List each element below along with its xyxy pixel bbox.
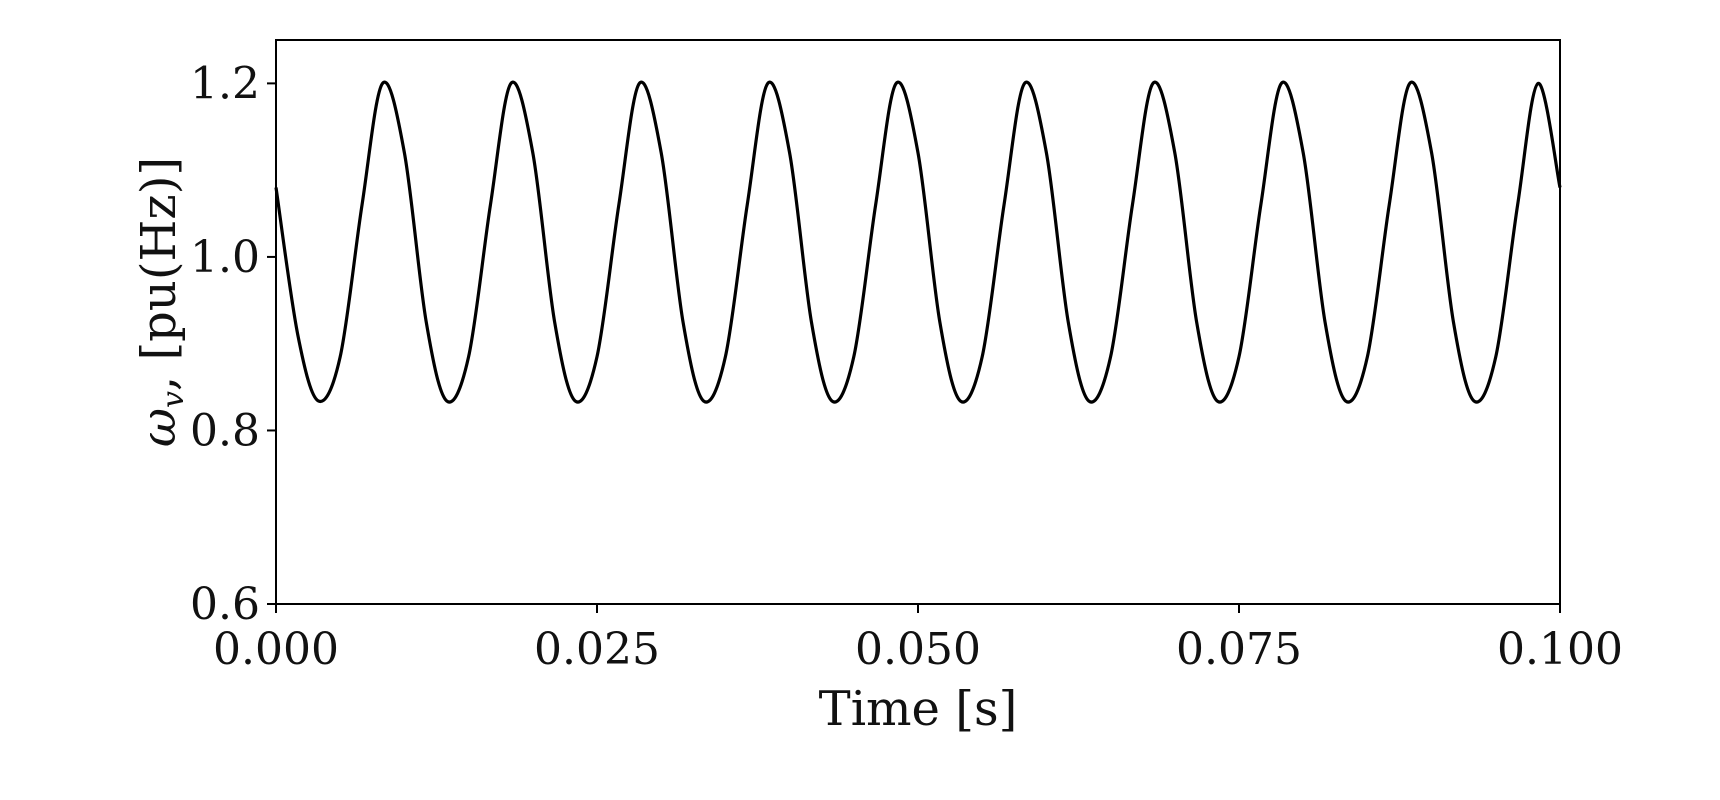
x-tick-label: 0.025 bbox=[534, 624, 660, 675]
y-tick-label: 0.6 bbox=[190, 579, 260, 630]
axes-box bbox=[275, 39, 1561, 605]
series-group bbox=[274, 80, 1562, 404]
y-tick-label: 1.2 bbox=[190, 58, 260, 109]
y-tick-label: 0.8 bbox=[190, 405, 260, 456]
y-axis-unit: , [pu(Hz)] bbox=[131, 157, 187, 391]
x-tick-label: 0.050 bbox=[855, 624, 981, 675]
plot-frame bbox=[275, 39, 1561, 605]
x-tick-label: 0.000 bbox=[213, 624, 339, 675]
series-line bbox=[274, 80, 1562, 404]
x-axis-ticks: 0.000 0.025 0.050 0.075 0.100 bbox=[213, 604, 1623, 675]
y-axis-label: ωv, [pu(Hz)] bbox=[131, 157, 191, 447]
y-tick-label: 1.0 bbox=[190, 232, 260, 283]
x-tick-label: 0.100 bbox=[1497, 624, 1623, 675]
y-axis-subscript: v bbox=[156, 391, 191, 408]
x-axis-label: Time [s] bbox=[819, 681, 1018, 737]
x-tick-label: 0.075 bbox=[1176, 624, 1302, 675]
y-axis-symbol: ω bbox=[131, 408, 187, 447]
y-axis-ticks: 0.6 0.8 1.0 1.2 bbox=[190, 58, 276, 630]
